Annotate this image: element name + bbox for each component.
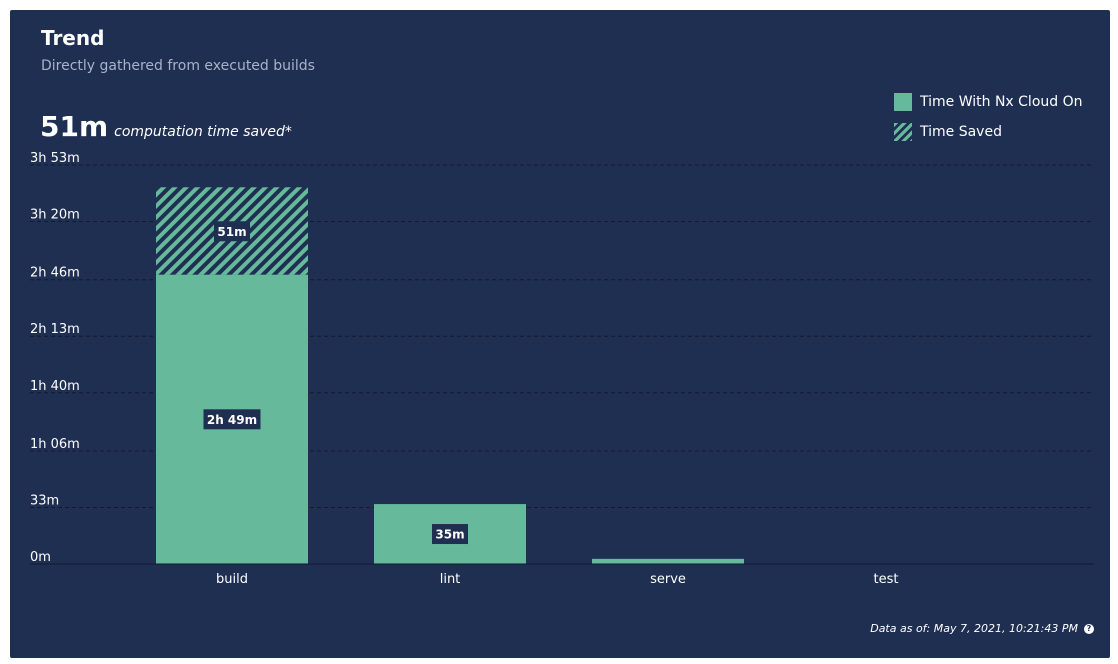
legend-label: Time With Nx Cloud On xyxy=(920,94,1083,110)
data-label-text: 51m xyxy=(217,225,246,239)
data-label: 51m xyxy=(214,221,250,242)
help-icon[interactable]: ? xyxy=(1084,623,1094,634)
x-tick-label: serve xyxy=(650,572,686,587)
x-tick-label: test xyxy=(874,572,899,587)
time-saved-value: 51m xyxy=(40,110,109,143)
chart-title: Trend xyxy=(41,26,105,50)
y-tick-label: 2h 13m xyxy=(30,322,80,337)
chart-subtitle: Directly gathered from executed builds xyxy=(41,58,315,74)
legend-item-time-with-cloud[interactable]: Time With Nx Cloud On xyxy=(894,93,1083,111)
data-label-box xyxy=(214,221,250,242)
legend-item-time-saved[interactable]: Time Saved xyxy=(894,123,1083,141)
y-tick-label: 1h 06m xyxy=(30,437,80,452)
x-tick-label: build xyxy=(216,572,248,587)
data-label: 2h 49m xyxy=(203,409,261,430)
data-label-text: 35m xyxy=(435,528,464,542)
y-tick-label: 0m xyxy=(30,550,51,565)
bar-time-with-cloud xyxy=(592,558,744,564)
time-saved-caption: computation time saved* xyxy=(114,124,292,140)
data-label: 35m xyxy=(432,524,468,545)
data-label-text: 2h 49m xyxy=(207,413,257,427)
y-tick-label: 1h 40m xyxy=(30,379,80,394)
y-tick-label: 3h 53m xyxy=(30,151,80,166)
chart-legend: Time With Nx Cloud On Time Saved xyxy=(894,93,1083,153)
y-tick-label: 33m xyxy=(30,493,59,508)
legend-swatch-hatched xyxy=(894,123,912,141)
bar-chart: 2h 49m 51m 35m 0m 33m 1h 06m 1h 40m 2h 13m 2h 4… xyxy=(30,151,1094,587)
data-label-box xyxy=(432,524,468,545)
data-timestamp-text: Data as of: May 7, 2021, 10:21:43 PM xyxy=(870,622,1078,635)
trend-card: Trend Directly gathered from executed bu… xyxy=(10,10,1110,658)
y-tick-label: 3h 20m xyxy=(30,208,80,223)
data-timestamp: Data as of: May 7, 2021, 10:21:43 PM ? xyxy=(870,622,1094,635)
legend-label: Time Saved xyxy=(920,124,1002,140)
data-label-box xyxy=(203,409,261,430)
time-saved-summary: 51m computation time saved* xyxy=(40,110,292,143)
x-tick-label: lint xyxy=(440,572,461,587)
y-tick-label: 2h 46m xyxy=(30,266,80,281)
legend-swatch-solid xyxy=(894,93,912,111)
